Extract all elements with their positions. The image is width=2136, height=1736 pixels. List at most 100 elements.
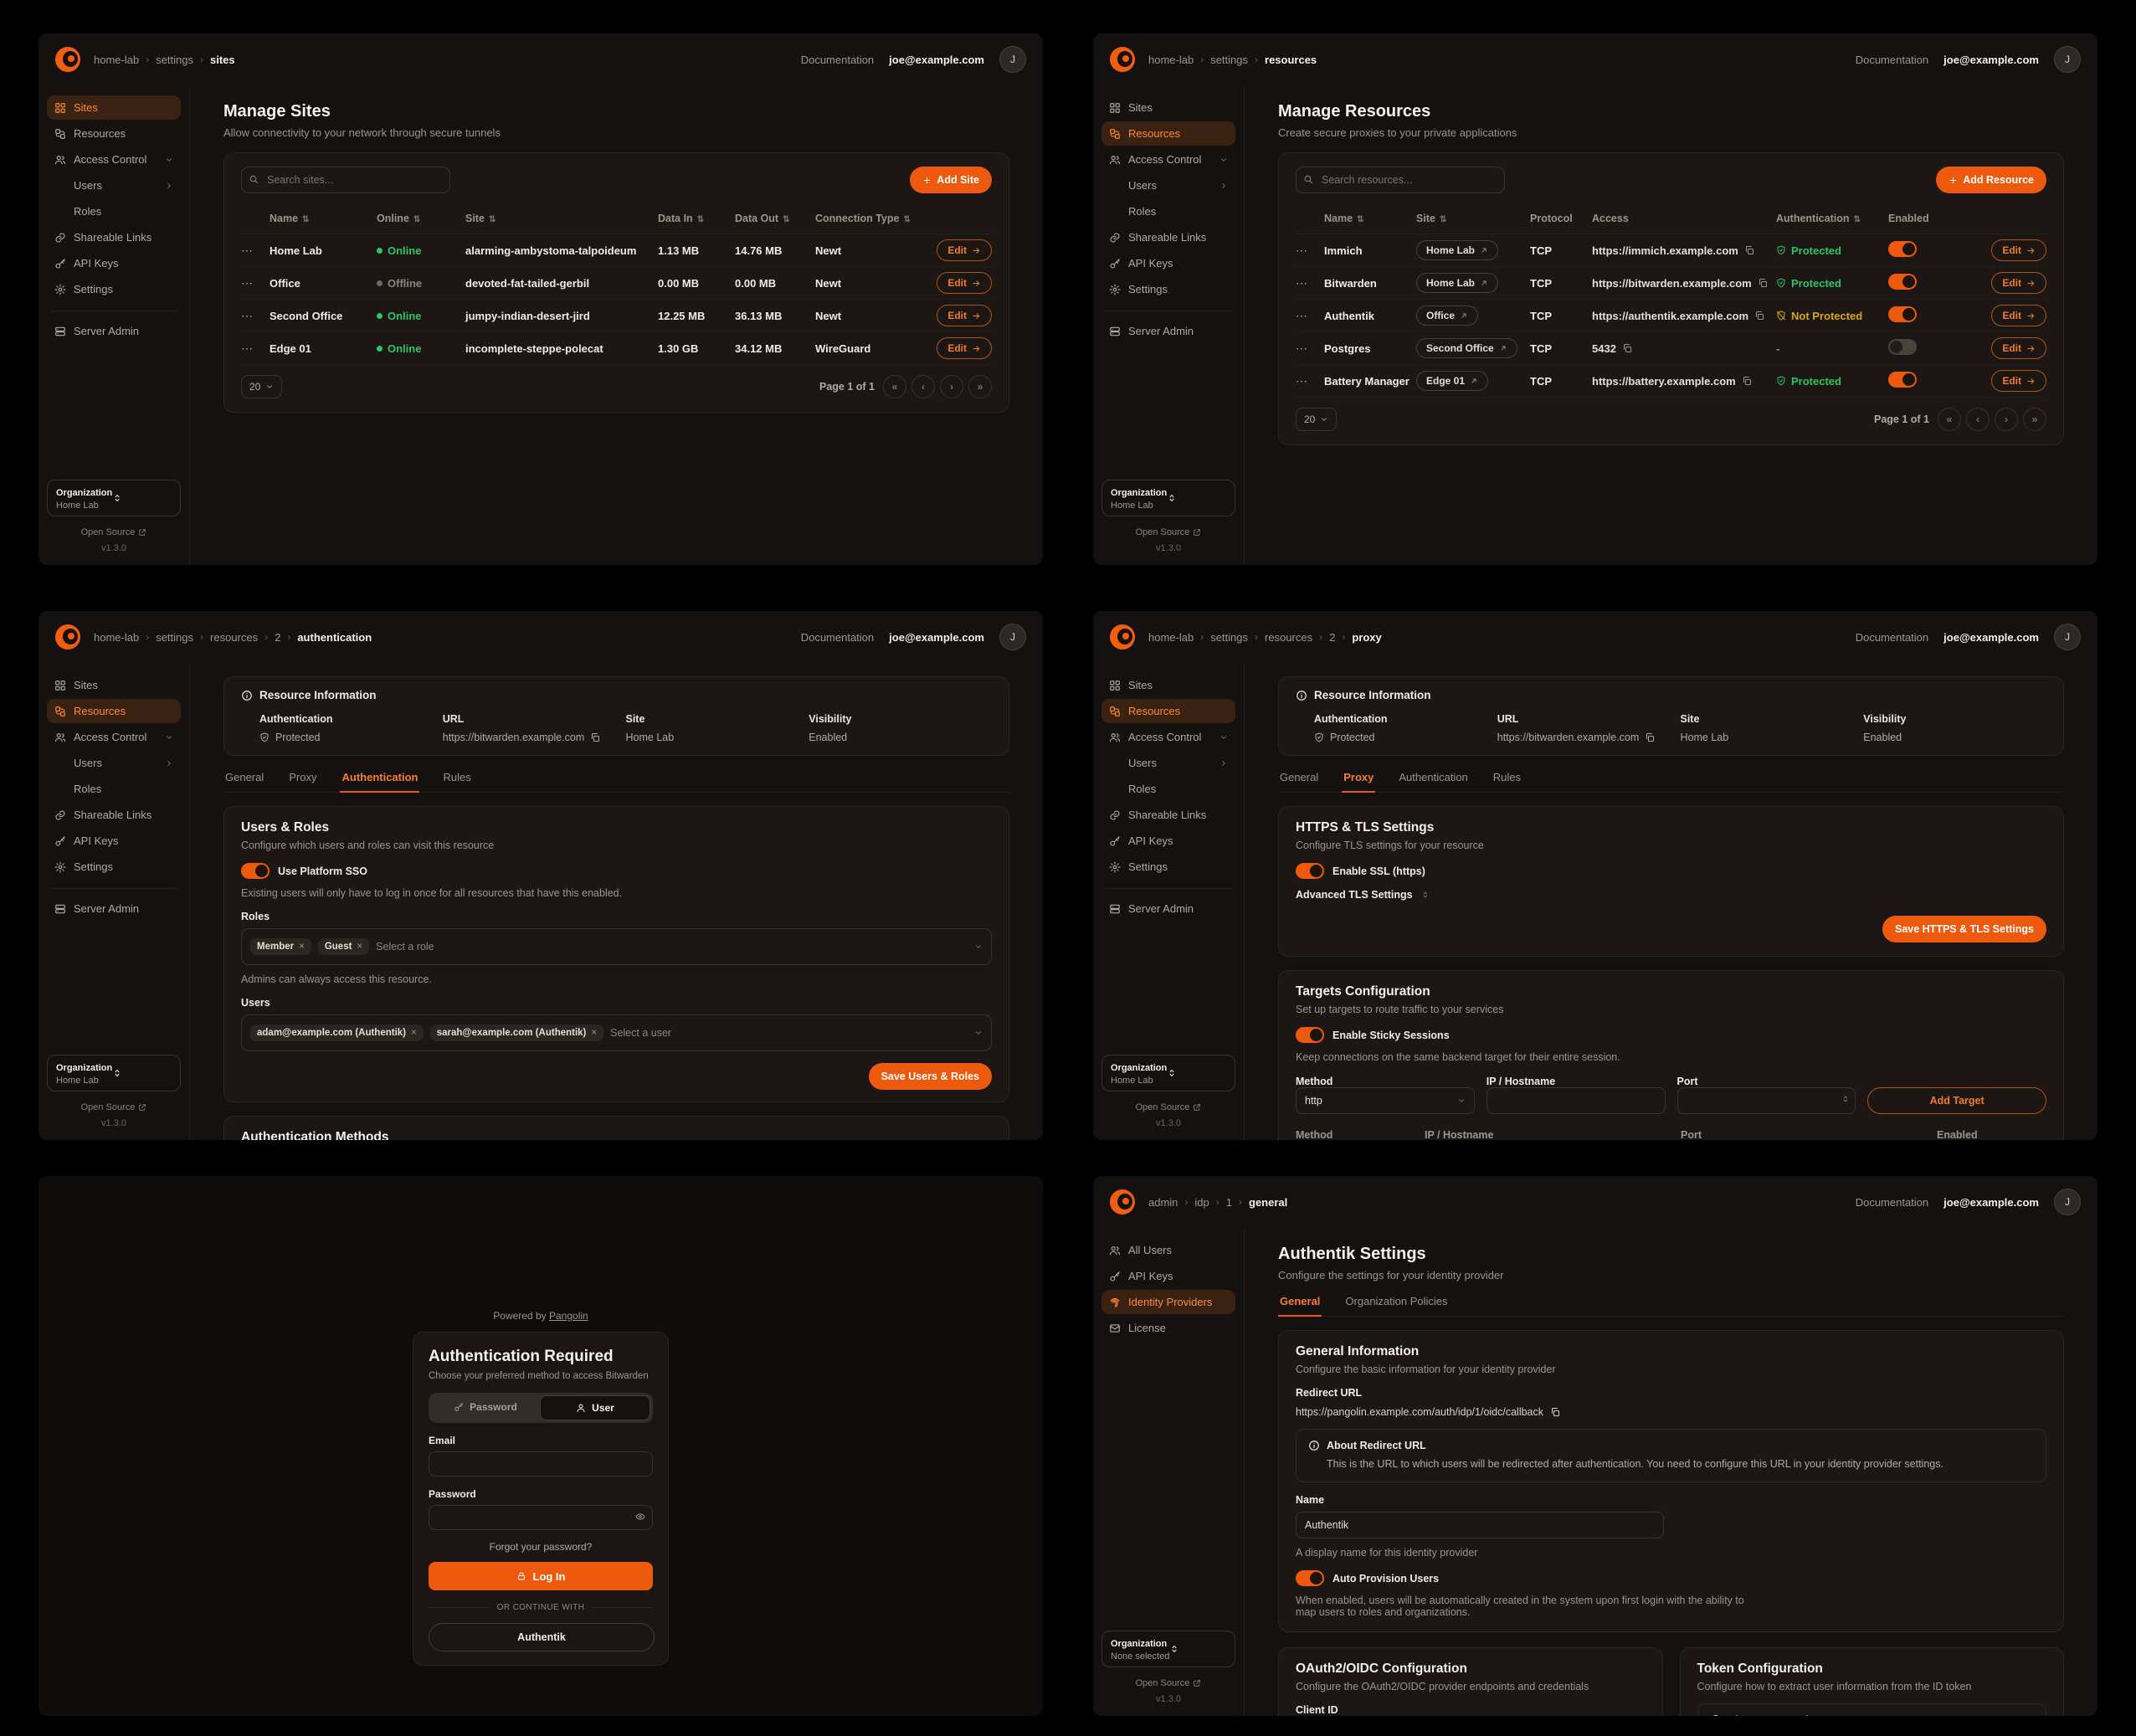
sidebar-item-server-admin[interactable]: Server Admin [47, 319, 181, 343]
sidebar-item-users[interactable]: Users [1101, 751, 1235, 775]
edit-button[interactable]: Edit [1991, 305, 2046, 326]
access-url[interactable]: https://immich.example.com [1592, 244, 1776, 257]
search-input[interactable] [241, 167, 450, 193]
sidebar-item-resources[interactable]: Resources [47, 699, 181, 723]
redirect-url-value[interactable]: https://pangolin.example.com/auth/idp/1/… [1296, 1406, 2046, 1418]
eye-icon[interactable] [635, 1512, 645, 1522]
breadcrumb-item[interactable]: resources [210, 630, 259, 644]
avatar[interactable]: J [2054, 624, 2081, 650]
forgot-password-link[interactable]: Forgot your password? [489, 1541, 593, 1553]
sidebar-item-sites[interactable]: Sites [1101, 95, 1235, 120]
tab-proxy[interactable]: Proxy [289, 771, 317, 783]
email-field[interactable] [429, 1451, 653, 1477]
method-select[interactable]: http [1296, 1087, 1475, 1114]
sticky-sessions-toggle[interactable] [1296, 1027, 1324, 1043]
sidebar-item-resources[interactable]: Resources [1101, 699, 1235, 723]
breadcrumb-item[interactable]: home-lab [1148, 53, 1194, 66]
user-email[interactable]: joe@example.com [1943, 630, 2039, 644]
sidebar-item-roles[interactable]: Roles [1128, 783, 1157, 795]
breadcrumb-item[interactable]: home-lab [1148, 630, 1194, 644]
tab-general[interactable]: General [225, 771, 264, 783]
ip-hostname-input[interactable] [1486, 1087, 1666, 1114]
edit-button[interactable]: Edit [1991, 239, 2046, 261]
roles-multiselect[interactable]: Member × Guest × Select a role [241, 928, 992, 965]
sidebar-item-sites[interactable]: Sites [47, 673, 181, 697]
organization-selector[interactable]: Organization Home Lab [1101, 480, 1235, 516]
organization-selector[interactable]: Organization None selected [1101, 1631, 1235, 1667]
resource-url[interactable]: https://bitwarden.example.com [443, 732, 626, 743]
row-menu-icon[interactable]: ⋯ [1296, 275, 1308, 290]
sidebar-item-access-control[interactable]: Access Control [47, 725, 181, 749]
breadcrumb-item[interactable]: settings [1210, 630, 1249, 644]
breadcrumb-item[interactable]: 1 [1225, 1195, 1233, 1209]
sidebar-item-license[interactable]: License [1101, 1316, 1235, 1340]
tab-organization-policies[interactable]: Organization Policies [1345, 1295, 1448, 1307]
role-chip[interactable]: Member × [250, 938, 311, 955]
sidebar-item-api-keys[interactable]: API Keys [47, 251, 181, 275]
user-email[interactable]: joe@example.com [1943, 1195, 2039, 1209]
sidebar-item-server-admin[interactable]: Server Admin [47, 896, 181, 921]
site-link[interactable]: Second Office [1416, 338, 1517, 358]
enabled-toggle[interactable] [1888, 339, 1917, 355]
port-input[interactable] [1676, 1087, 1856, 1114]
documentation-link[interactable]: Documentation [1855, 1195, 1929, 1209]
first-page-button[interactable]: « [883, 375, 906, 398]
edit-button[interactable]: Edit [1991, 272, 2046, 294]
add-target-button[interactable]: Add Target [1867, 1087, 2046, 1114]
sidebar-item-sites[interactable]: Sites [47, 95, 181, 120]
site-link[interactable]: Home Lab [1416, 240, 1499, 260]
breadcrumb-item[interactable]: idp [1194, 1195, 1209, 1209]
user-chip[interactable]: sarah@example.com (Authentik) × [429, 1025, 604, 1041]
enabled-toggle[interactable] [1888, 372, 1917, 388]
col-site[interactable]: Site ⇅ [465, 213, 496, 224]
prev-page-button[interactable]: ‹ [1966, 408, 1990, 431]
sidebar-item-access-control[interactable]: Access Control [1101, 147, 1235, 172]
resource-url[interactable]: https://bitwarden.example.com [1497, 732, 1681, 743]
auto-provision-toggle[interactable] [1296, 1570, 1324, 1587]
sidebar-item-settings[interactable]: Settings [47, 855, 181, 879]
sidebar-item-api-keys[interactable]: API Keys [1101, 1264, 1235, 1288]
access-url[interactable]: https://bitwarden.example.com [1592, 277, 1776, 290]
row-menu-icon[interactable]: ⋯ [241, 275, 254, 290]
avatar[interactable]: J [2054, 1189, 2081, 1215]
user-email[interactable]: joe@example.com [889, 53, 984, 66]
page-size-select[interactable]: 20 [1296, 408, 1338, 431]
row-menu-icon[interactable]: ⋯ [1296, 308, 1308, 322]
breadcrumb-item[interactable]: settings [156, 630, 194, 644]
col-name[interactable]: Name ⇅ [270, 213, 310, 224]
sidebar-item-all-users[interactable]: All Users [1101, 1238, 1235, 1262]
ssl-toggle[interactable] [1296, 863, 1324, 879]
sidebar-item-resources[interactable]: Resources [47, 121, 181, 146]
tab-general[interactable]: General [1280, 771, 1319, 783]
access-port[interactable]: 5432 [1592, 342, 1776, 355]
documentation-link[interactable]: Documentation [1855, 53, 1929, 66]
breadcrumb-item[interactable]: 2 [275, 630, 281, 644]
add-resource-button[interactable]: Add Resource [1936, 167, 2046, 193]
sidebar-item-shareable-links[interactable]: Shareable Links [47, 803, 181, 827]
edit-button[interactable]: Edit [1991, 370, 2046, 392]
advanced-tls-settings[interactable]: Advanced TLS Settings [1296, 889, 1413, 901]
user-chip[interactable]: adam@example.com (Authentik) × [250, 1025, 424, 1041]
next-page-button[interactable]: › [940, 375, 963, 398]
col-connection-type[interactable]: Connection Type ⇅ [815, 213, 911, 224]
documentation-link[interactable]: Documentation [1855, 630, 1929, 644]
breadcrumb-item[interactable]: settings [1210, 53, 1249, 66]
open-source-link[interactable]: Open Source [1136, 1102, 1202, 1112]
prev-page-button[interactable]: ‹ [911, 375, 935, 398]
login-button[interactable]: Log In [429, 1562, 653, 1590]
sidebar-item-settings[interactable]: Settings [47, 277, 181, 301]
sidebar-item-access-control[interactable]: Access Control [47, 147, 181, 172]
save-users-roles-button[interactable]: Save Users & Roles [868, 1063, 992, 1090]
sidebar-item-users[interactable]: Users [1101, 173, 1235, 198]
breadcrumb-item[interactable]: home-lab [94, 53, 140, 66]
breadcrumb-item[interactable]: 2 [1329, 630, 1336, 644]
access-url[interactable]: https://authentik.example.com [1592, 310, 1776, 322]
sidebar-item-shareable-links[interactable]: Shareable Links [1101, 225, 1235, 249]
col-name[interactable]: Name ⇅ [1324, 213, 1364, 224]
breadcrumb-item[interactable]: settings [156, 53, 194, 66]
edit-button[interactable]: Edit [937, 272, 992, 294]
sidebar-item-settings[interactable]: Settings [1101, 277, 1235, 301]
documentation-link[interactable]: Documentation [800, 630, 875, 644]
sidebar-item-shareable-links[interactable]: Shareable Links [47, 225, 181, 249]
sidebar-item-api-keys[interactable]: API Keys [1101, 251, 1235, 275]
